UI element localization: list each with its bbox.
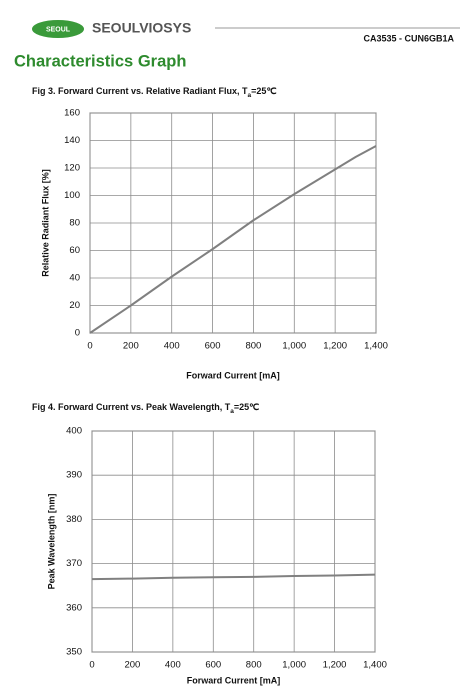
x-tick-label: 400 [164, 341, 180, 352]
x-tick-label: 600 [205, 341, 221, 352]
chart-title: Fig 3. Forward Current vs. Relative Radi… [32, 86, 277, 98]
logo-badge: SEOUL [46, 26, 71, 33]
y-tick-label: 160 [64, 108, 80, 119]
y-axis-label: Peak Wavelength [nm] [46, 494, 56, 590]
x-tick-label: 800 [246, 660, 262, 671]
x-axis-label: Forward Current [mA] [186, 370, 280, 380]
y-tick-label: 80 [69, 218, 80, 229]
x-tick-label: 0 [89, 660, 94, 671]
data-line [89, 145, 377, 334]
x-tick-label: 200 [123, 341, 139, 352]
x-tick-label: 1,200 [323, 341, 347, 352]
x-tick-label: 1,000 [282, 341, 306, 352]
title-main: Fig 4. Forward Current vs. Peak Waveleng… [32, 402, 231, 412]
y-tick-label: 100 [64, 190, 80, 201]
y-tick-label: 40 [69, 273, 80, 284]
title-subscript: a [230, 408, 234, 415]
y-tick-label: 400 [66, 426, 82, 437]
y-tick-label: 60 [69, 245, 80, 256]
x-tick-label: 800 [245, 341, 261, 352]
x-tick-label: 1,400 [364, 341, 388, 352]
title-suffix: =25℃ [234, 402, 259, 412]
y-tick-label: 350 [66, 647, 82, 658]
logo-text: SEOULVIOSYS [92, 20, 191, 36]
section-title: Characteristics Graph [14, 52, 186, 70]
y-tick-label: 370 [66, 558, 82, 569]
y-tick-label: 120 [64, 163, 80, 174]
x-tick-label: 1,400 [363, 660, 387, 671]
y-tick-label: 390 [66, 470, 82, 481]
y-tick-label: 380 [66, 514, 82, 525]
data-line [91, 573, 376, 581]
logo-badge-shape [32, 20, 84, 38]
title-suffix: =25℃ [251, 86, 276, 96]
x-tick-label: 600 [205, 660, 221, 671]
y-axis-label: Relative Radiant Flux [%] [40, 169, 50, 277]
y-tick-label: 140 [64, 135, 80, 146]
y-tick-label: 0 [75, 328, 80, 339]
y-tick-label: 20 [69, 300, 80, 311]
chart-title: Fig 4. Forward Current vs. Peak Waveleng… [32, 402, 259, 414]
x-tick-label: 400 [165, 660, 181, 671]
doc-code: CA3535 - CUN6GB1A [363, 33, 454, 43]
plot-frame [91, 430, 376, 653]
title-subscript: a [248, 92, 252, 99]
x-tick-label: 200 [124, 660, 140, 671]
x-axis-label: Forward Current [mA] [187, 675, 281, 685]
x-tick-label: 1,200 [323, 660, 347, 671]
title-main: Fig 3. Forward Current vs. Relative Radi… [32, 86, 248, 96]
x-tick-label: 1,000 [282, 660, 306, 671]
x-tick-label: 0 [87, 341, 92, 352]
y-tick-label: 360 [66, 602, 82, 613]
